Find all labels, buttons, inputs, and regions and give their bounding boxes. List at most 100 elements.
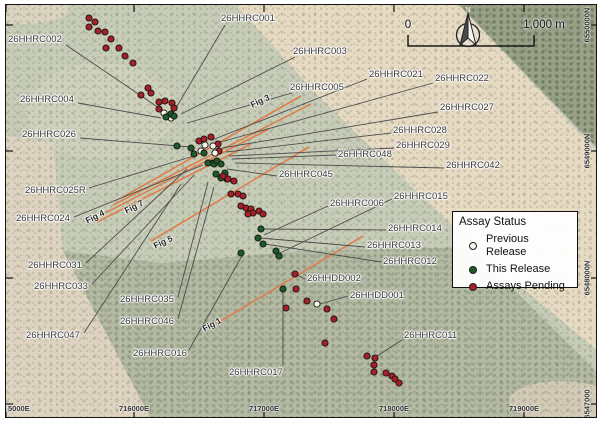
leader-line	[186, 92, 293, 124]
leader-line	[216, 82, 434, 144]
hole-label: 26HHRC027	[440, 102, 494, 113]
hole-label: 26HHRC048	[338, 149, 392, 160]
map-canvas	[6, 5, 596, 417]
drill-hole-dot-assays-pending	[227, 190, 235, 198]
hole-label: 26HHDD002	[307, 273, 361, 284]
drill-hole-dot-assays-pending	[129, 59, 137, 67]
drill-hole-dot-this-release	[170, 112, 178, 120]
leader-line	[264, 243, 382, 263]
drill-hole-dot-this-release	[200, 149, 208, 157]
drill-hole-dot-previous-release	[209, 142, 217, 150]
legend-item-label: Previous Release	[486, 233, 529, 258]
hole-label: 26HHRC033	[34, 281, 88, 292]
drill-hole-dot-assays-pending	[321, 339, 329, 347]
hole-label: 26HHRC012	[383, 256, 437, 267]
drill-hole-dot-assays-pending	[155, 105, 163, 113]
leader-line	[376, 339, 403, 357]
drill-hole-dot-this-release	[212, 170, 220, 178]
hole-label: 26HHRC021	[369, 69, 423, 80]
drill-hole-dot-assays-pending	[137, 91, 145, 99]
hole-label: 26HHRC042	[446, 160, 500, 171]
leader-line	[65, 44, 166, 113]
drill-hole-dot-assays-pending	[282, 304, 290, 312]
hole-label: 26HHRC011	[404, 330, 458, 341]
fig-section-label: Fig 7	[122, 197, 145, 216]
leader-line	[177, 186, 215, 320]
drill-hole-dot-this-release	[190, 150, 198, 158]
northing-label: 6549000N	[582, 133, 592, 169]
drill-hole-dot-this-release	[173, 142, 181, 150]
drill-hole-dot-assays-pending	[107, 35, 115, 43]
leader-line	[88, 154, 198, 189]
hole-label: 26HHDD001	[350, 290, 404, 301]
hole-label: 26HHRC003	[293, 46, 347, 57]
scale-bar-distance-label: 1,000 m	[523, 19, 565, 31]
drill-hole-dot-assays-pending	[330, 315, 338, 323]
drill-hole-dot-assays-pending	[370, 368, 378, 376]
drill-hole-dot-this-release	[162, 113, 170, 121]
drill-hole-dot-assays-pending	[121, 52, 129, 60]
hole-label: 26HHRC026	[22, 129, 76, 140]
hole-label: 26HHRC046	[120, 316, 174, 327]
drill-hole-dot-assays-pending	[115, 44, 123, 52]
leader-line	[83, 183, 182, 334]
drill-hole-dot-this-release	[272, 247, 280, 255]
leader-line	[319, 295, 349, 305]
leader-line	[263, 205, 329, 236]
drill-hole-dot-assays-pending	[161, 97, 169, 105]
drill-hole-dot-assays-pending	[91, 18, 99, 26]
leader-line	[234, 162, 445, 169]
leader-line	[77, 102, 162, 119]
drill-hole-dot-this-release	[275, 252, 283, 260]
hole-label: 26HHRC025R	[25, 185, 86, 196]
hole-label: 26HHRC045	[279, 169, 333, 180]
drill-hole-dot-this-release	[237, 249, 245, 257]
drill-hole-dot-assays-pending	[291, 270, 299, 278]
drill-hole-dot-previous-release	[211, 149, 219, 157]
hole-label: 26HHRC015	[394, 191, 448, 202]
hole-label: 26HHRC031	[28, 260, 82, 271]
map-labels-layer: 5000E 716000E 717000E 718000E 719000E 6550000…	[6, 5, 596, 418]
legend-title: Assay Status	[459, 216, 527, 228]
drill-hole-dot-previous-release	[201, 141, 209, 149]
hole-label: 26HHRC029	[396, 140, 450, 151]
drill-hole-dot-assays-pending	[207, 133, 215, 141]
leader-line	[279, 198, 393, 254]
hole-label: 26HHRC047	[26, 330, 80, 341]
leader-line	[211, 78, 368, 141]
leader-line	[85, 168, 188, 264]
drill-hole-dot-previous-release	[313, 300, 321, 308]
hole-label: 26HHRC028	[393, 125, 447, 136]
drill-hole-dot-assays-pending	[85, 23, 93, 31]
drill-hole-dot-assays-pending	[244, 210, 252, 218]
drill-hole-dot-assays-pending	[102, 44, 110, 52]
legend-item-label: Assays Pending	[486, 280, 565, 292]
map-area: 5000E 716000E 717000E 718000E 719000E 6550000…	[5, 4, 597, 418]
scale-bar-zero-label: 0	[404, 19, 412, 31]
easting-label: 719000E	[508, 404, 540, 413]
leader-line	[177, 181, 209, 298]
northing-label: 6547000	[582, 389, 592, 418]
north-arrow-label: N	[465, 5, 470, 14]
legend-item-assays-pending: Assays Pending	[469, 280, 572, 293]
leader-line	[226, 168, 278, 177]
drill-hole-dot-assays-pending	[395, 379, 403, 387]
hole-label: 26HHRC035	[120, 294, 174, 305]
leader-line	[225, 132, 392, 153]
map-terrain	[6, 5, 596, 417]
hole-label: 26HHRC024	[16, 213, 70, 224]
drill-hole-dot-assays-pending	[144, 84, 152, 92]
northing-label: 6548000N	[582, 260, 592, 296]
hole-label: 26HHRC022	[435, 73, 489, 84]
leader-line	[262, 228, 387, 231]
leader-line	[172, 24, 226, 114]
northing-label: 6550000N	[582, 7, 592, 43]
leader-line	[79, 137, 192, 148]
legend-item-this-release: This Release	[469, 263, 572, 276]
easting-label: 717000E	[248, 404, 280, 413]
fig-section-label: Fig 5	[151, 233, 175, 251]
fig1-line	[208, 235, 364, 329]
drill-hole-dot-assays-pending	[323, 305, 331, 313]
assays-pending-marker-icon	[469, 282, 477, 291]
